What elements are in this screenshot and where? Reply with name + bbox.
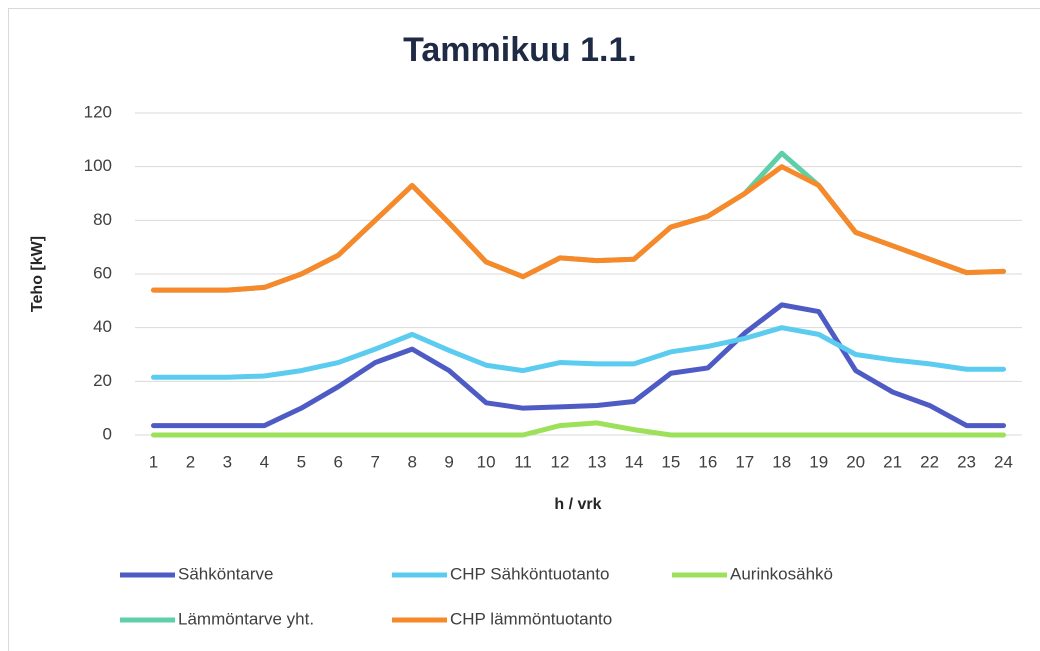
x-tick-label: 20 [846,452,865,471]
series-line [150,325,1007,380]
series-line [150,420,1007,438]
x-tick-label: 17 [735,452,754,471]
y-tick-label: 120 [84,102,112,121]
chart-title: Tammikuu 1.1. [403,31,637,69]
x-tick-label: 2 [186,452,195,471]
x-tick-label: 5 [297,452,306,471]
x-tick-label: 22 [920,452,939,471]
y-tick-label: 20 [93,371,112,390]
y-tick-label: 0 [103,424,112,443]
x-tick-label: 23 [957,452,976,471]
y-axis-label: Teho [kW] [29,236,46,312]
x-tick-label: 1 [149,452,158,471]
series-line [150,302,1007,429]
series-line [150,164,1007,293]
legend-label: CHP Sähköntuotanto [450,564,609,583]
x-tick-label: 18 [772,452,791,471]
x-tick-label: 9 [444,452,453,471]
legend-label: Lämmöntarve yht. [178,609,314,628]
x-tick-label: 24 [994,452,1013,471]
y-tick-label: 60 [93,263,112,282]
x-axis-label: h / vrk [554,496,601,513]
legend-label: Sähköntarve [178,564,273,583]
x-tick-label: 13 [588,452,607,471]
x-tick-label: 3 [223,452,232,471]
x-tick-label: 16 [698,452,717,471]
x-tick-label: 12 [551,452,570,471]
legend-label: CHP lämmöntuotanto [450,609,612,628]
x-tick-label: 7 [370,452,379,471]
chart-border [8,8,1040,651]
y-tick-label: 100 [84,156,112,175]
legend-label: Aurinkosähkö [730,564,833,583]
x-tick-label: 4 [260,452,269,471]
x-tick-label: 11 [514,452,532,471]
x-tick-label: 15 [661,452,680,471]
x-tick-label: 14 [624,452,643,471]
x-tick-label: 8 [407,452,416,471]
x-tick-label: 6 [334,452,343,471]
y-tick-label: 80 [93,210,112,229]
y-tick-label: 40 [93,317,112,336]
x-tick-label: 10 [477,452,496,471]
x-tick-label: 19 [809,452,828,471]
x-tick-label: 21 [883,452,902,471]
